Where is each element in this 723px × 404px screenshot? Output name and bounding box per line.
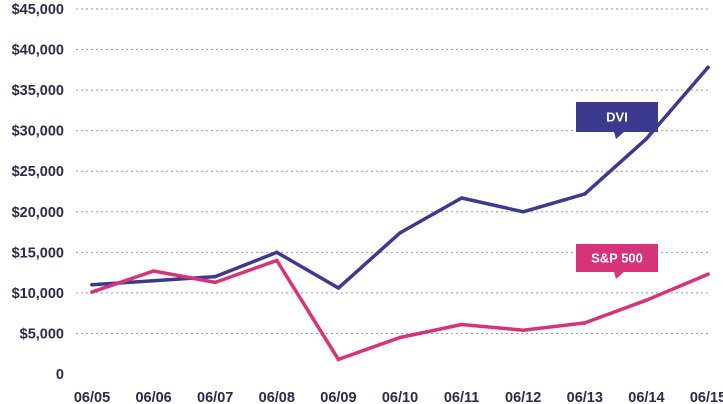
y-axis-ticks: 0 $5,000 $10,000 $15,000 $20,000 $25,000 $30,0… (12, 2, 64, 383)
series-tag-pointer (614, 132, 624, 139)
y-tick-label: $35,000 (12, 83, 64, 99)
x-tick-label: 06/10 (382, 390, 418, 404)
y-tick-label: $25,000 (12, 164, 64, 180)
x-tick-label: 06/14 (628, 390, 664, 404)
y-tick-label: $5,000 (20, 326, 64, 342)
data-point (706, 65, 710, 70)
series-tag-box (576, 244, 658, 272)
y-tick-label: $10,000 (12, 286, 64, 302)
data-point (644, 136, 649, 141)
y-tick-label: $40,000 (12, 43, 64, 59)
series-tag-label: S&P 500 (591, 251, 643, 266)
series-tag-label: DVI (606, 110, 628, 125)
data-point (90, 290, 94, 294)
y-tick-label: $20,000 (12, 205, 64, 221)
data-point (459, 196, 464, 200)
data-point (336, 357, 341, 362)
data-point (521, 328, 525, 333)
series-lines (90, 65, 710, 362)
data-point (398, 335, 402, 340)
x-axis-ticks: 06/05 06/06 06/07 06/08 06/09 06/10 06/11 06/12… (74, 390, 723, 404)
data-point (213, 280, 217, 285)
data-point (521, 209, 525, 214)
y-tick-label: 0 (56, 367, 64, 383)
y-tick-label: $45,000 (12, 2, 64, 18)
data-point (336, 286, 341, 290)
data-point (275, 258, 279, 263)
y-tick-label: $30,000 (12, 124, 64, 140)
data-point (398, 231, 402, 235)
data-point (583, 192, 587, 196)
data-point (275, 250, 279, 255)
x-tick-label: 06/08 (259, 390, 295, 404)
x-tick-label: 06/06 (135, 390, 171, 404)
data-point (151, 269, 156, 273)
data-point (213, 274, 217, 279)
x-tick-label: 06/15 (690, 390, 723, 404)
x-tick-label: 06/09 (320, 390, 356, 404)
data-point (706, 272, 710, 277)
data-point (644, 298, 649, 302)
x-tick-label: 06/11 (444, 390, 480, 404)
series-tag-2: S&P 500 (576, 244, 658, 279)
x-tick-label: 06/05 (74, 390, 110, 404)
series-labels: DVI S&P 500 (576, 102, 658, 279)
series-tag-box (576, 102, 658, 132)
x-tick-label: 06/07 (197, 390, 233, 404)
series-tag-1: DVI (576, 102, 658, 139)
x-tick-label: 06/13 (567, 390, 603, 404)
y-tick-label: $15,000 (12, 245, 64, 261)
data-point (90, 282, 94, 287)
data-point (151, 278, 156, 283)
data-point (583, 321, 587, 325)
data-point (459, 322, 464, 327)
grid-lines (76, 8, 710, 334)
series-tag-pointer (614, 272, 624, 279)
x-tick-label: 06/12 (505, 390, 541, 404)
